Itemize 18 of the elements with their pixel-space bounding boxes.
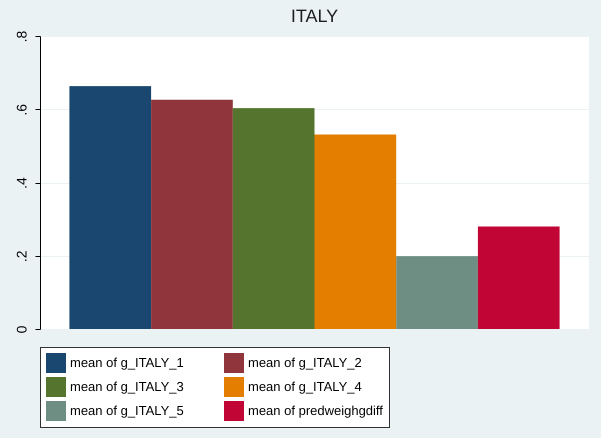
legend-label: mean of predweighgdiff bbox=[248, 403, 384, 418]
legend-label: mean of g_ITALY_4 bbox=[248, 379, 362, 394]
chart-title: ITALY bbox=[290, 6, 338, 26]
y-tick-label: .8 bbox=[14, 30, 30, 42]
y-tick-label: .2 bbox=[14, 250, 30, 262]
y-tick-label: .6 bbox=[14, 104, 30, 116]
bar bbox=[478, 226, 560, 329]
y-tick-label: 0 bbox=[14, 325, 30, 334]
legend-label: mean of g_ITALY_1 bbox=[70, 355, 184, 370]
legend-label: mean of g_ITALY_5 bbox=[70, 403, 184, 418]
bar bbox=[151, 100, 233, 329]
bar bbox=[314, 134, 396, 329]
bar bbox=[69, 86, 152, 329]
y-tick-label: .4 bbox=[14, 176, 30, 189]
bar bbox=[232, 108, 314, 329]
legend-label: mean of g_ITALY_3 bbox=[70, 379, 184, 394]
legend-label: mean of g_ITALY_2 bbox=[248, 355, 362, 370]
bar bbox=[396, 256, 478, 329]
